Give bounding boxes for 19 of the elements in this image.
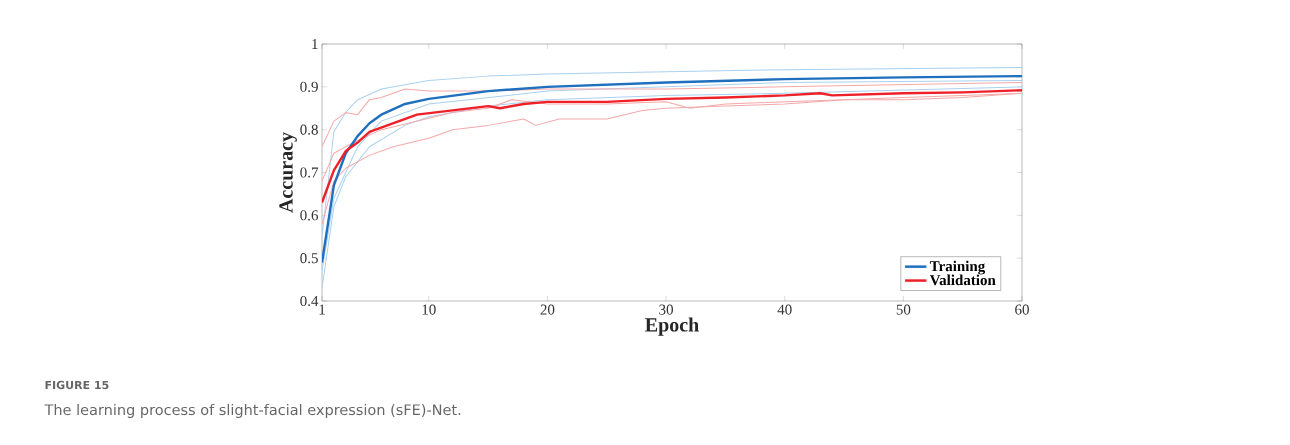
y-tick-label: 0.5 [300, 253, 318, 264]
y-tick-label: 0.9 [300, 81, 318, 92]
text: The learning process of slight-facial expression (sFE)-Net. [44, 403, 461, 419]
y-tick-label: 1 [312, 39, 318, 49]
x-axis-title: Epoch [645, 317, 699, 336]
y-tick-label: 0.6 [300, 210, 319, 221]
x-tick-label: 30 [659, 304, 674, 315]
x-tick-label: 60 [1015, 304, 1029, 315]
x-tick-label: 50 [896, 304, 911, 315]
caption: FIGURE 15 [45, 380, 109, 390]
legend-label: Validation [929, 274, 996, 286]
x-tick-label: 20 [540, 304, 555, 315]
y-tick-label: 0.8 [300, 124, 318, 135]
y-tick-label: 0.7 [300, 167, 319, 178]
x-tick-label: 40 [777, 304, 792, 315]
y-axis-title: Accuracy [279, 132, 297, 213]
y-tick-label: 0.4 [300, 295, 319, 307]
x-tick-label: 10 [422, 304, 436, 315]
legend-label: Training [929, 260, 986, 275]
